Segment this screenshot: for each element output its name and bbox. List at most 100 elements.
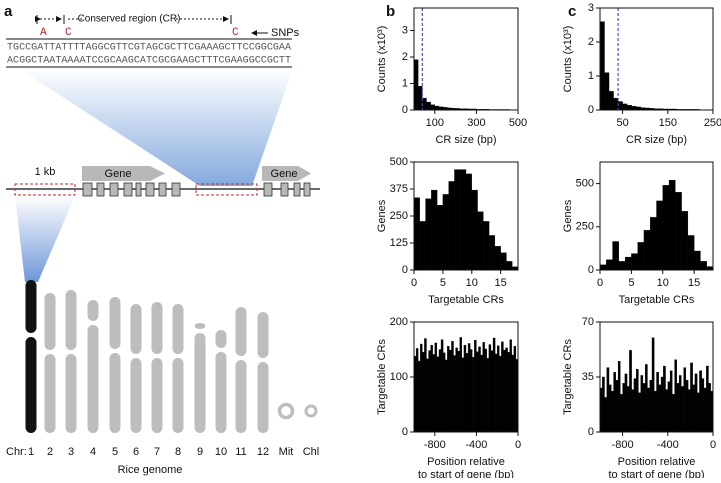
histogram-bar xyxy=(645,364,647,432)
chromosome-label: 7 xyxy=(154,446,160,458)
chromosome-label: 1 xyxy=(28,446,34,458)
histogram-bar xyxy=(654,391,656,432)
histogram-bar xyxy=(506,261,512,270)
histogram-bar xyxy=(443,194,449,270)
histogram-bar xyxy=(641,375,643,432)
chromosome-arm xyxy=(195,323,206,329)
plot-area xyxy=(600,8,713,110)
histogram-bar xyxy=(476,352,478,432)
chromosome-arm xyxy=(88,325,99,433)
histogram-bar xyxy=(632,106,637,110)
histogram-bar xyxy=(429,351,431,432)
histogram-bar xyxy=(491,351,493,432)
histogram-bar xyxy=(627,105,632,110)
histogram-bar xyxy=(631,254,637,270)
histogram-bar xyxy=(679,375,681,432)
histogram-bar xyxy=(614,372,616,432)
histogram-bar xyxy=(695,374,697,432)
zoom-wedge xyxy=(15,196,75,282)
histogram-bar xyxy=(625,374,627,432)
chromosome-arm xyxy=(131,358,142,433)
x-tick-label: 5 xyxy=(440,277,446,289)
x-tick-label: 15 xyxy=(688,277,700,289)
histogram-bar xyxy=(686,380,688,432)
histogram-bar xyxy=(675,192,681,270)
y-axis-label: Counts (x10³) xyxy=(376,26,388,93)
histogram-bar xyxy=(468,343,470,432)
histogram-bar xyxy=(431,345,433,432)
y-tick-label: 250 xyxy=(390,210,408,222)
x-tick-label: 0 xyxy=(710,439,716,451)
histogram-bar xyxy=(668,382,670,432)
y-tick-label: 375 xyxy=(390,183,408,195)
histogram-bar xyxy=(694,251,700,270)
y-tick-label: 2 xyxy=(402,51,408,63)
snp-base: A xyxy=(40,27,47,39)
y-tick-label: 250 xyxy=(576,221,594,233)
histogram-bar xyxy=(700,261,706,270)
chromosome-arm xyxy=(236,307,247,356)
histogram-bar xyxy=(670,371,672,432)
histogram-bar xyxy=(445,360,447,432)
chromosome-arm xyxy=(66,354,77,433)
chromosome-arm xyxy=(26,337,37,433)
y-tick-label: 0 xyxy=(588,264,594,276)
y-tick-label: 2 xyxy=(588,36,594,48)
x-tick-label: 0 xyxy=(411,277,417,289)
histogram-bar xyxy=(443,353,445,432)
histogram-bar xyxy=(618,102,623,111)
histogram-bar xyxy=(483,342,485,432)
histogram-bar xyxy=(638,242,644,270)
chromosome-arm xyxy=(66,290,77,350)
histogram-bar xyxy=(663,366,665,432)
y-tick-label: 0 xyxy=(402,104,408,116)
histogram-bar xyxy=(684,368,686,432)
y-tick-label: 200 xyxy=(390,316,408,328)
histogram-bar xyxy=(483,221,489,270)
chromosome-label: 11 xyxy=(235,446,246,458)
histogram-bar xyxy=(472,190,478,270)
chromosome-arm xyxy=(131,304,142,354)
plot-area xyxy=(414,170,518,270)
histogram-bar xyxy=(508,352,510,432)
histogram-bar xyxy=(634,379,636,432)
histogram-bar xyxy=(607,368,609,432)
x-axis-label: CR size (bp) xyxy=(435,134,496,146)
x-tick-label: 50 xyxy=(616,117,628,129)
chromosome-arm xyxy=(173,304,184,354)
histogram-bar xyxy=(627,386,629,432)
histogram-bar xyxy=(677,383,679,432)
histogram-bar xyxy=(661,377,663,432)
histogram-bar xyxy=(503,350,505,432)
histogram-bar xyxy=(652,338,654,432)
histogram-bar xyxy=(472,357,474,432)
chromosome-label: 3 xyxy=(68,446,74,458)
histogram-bar xyxy=(659,385,661,432)
histogram-bar xyxy=(451,341,453,432)
histogram-bar xyxy=(708,383,710,432)
histogram-bar xyxy=(418,86,422,110)
histogram-bar xyxy=(657,372,659,432)
chromosome-label: 6 xyxy=(133,446,139,458)
chromosome-arm xyxy=(110,297,121,349)
y-tick-label: 35 xyxy=(582,371,594,383)
histogram-bar xyxy=(489,345,491,432)
histogram-bar xyxy=(688,390,690,432)
histogram-bar xyxy=(458,351,460,432)
chromosome-arm xyxy=(258,362,269,433)
histogram-bar xyxy=(625,257,631,270)
histogram-bar xyxy=(441,340,443,432)
histogram-bar xyxy=(478,212,484,270)
y-tick-label: 0 xyxy=(402,426,408,438)
histogram-bar xyxy=(506,348,508,432)
histogram-bar xyxy=(426,359,428,432)
histogram-bar xyxy=(497,346,499,432)
histogram-bar xyxy=(474,340,476,432)
chromosome-label: Mit xyxy=(279,446,294,458)
snp-base: C xyxy=(65,27,72,39)
histogram-bar xyxy=(657,201,663,270)
histogram-bar xyxy=(666,390,668,432)
histogram-bar xyxy=(454,356,456,432)
x-tick-label: 100 xyxy=(426,117,444,129)
y-tick-label: 0 xyxy=(402,264,408,276)
